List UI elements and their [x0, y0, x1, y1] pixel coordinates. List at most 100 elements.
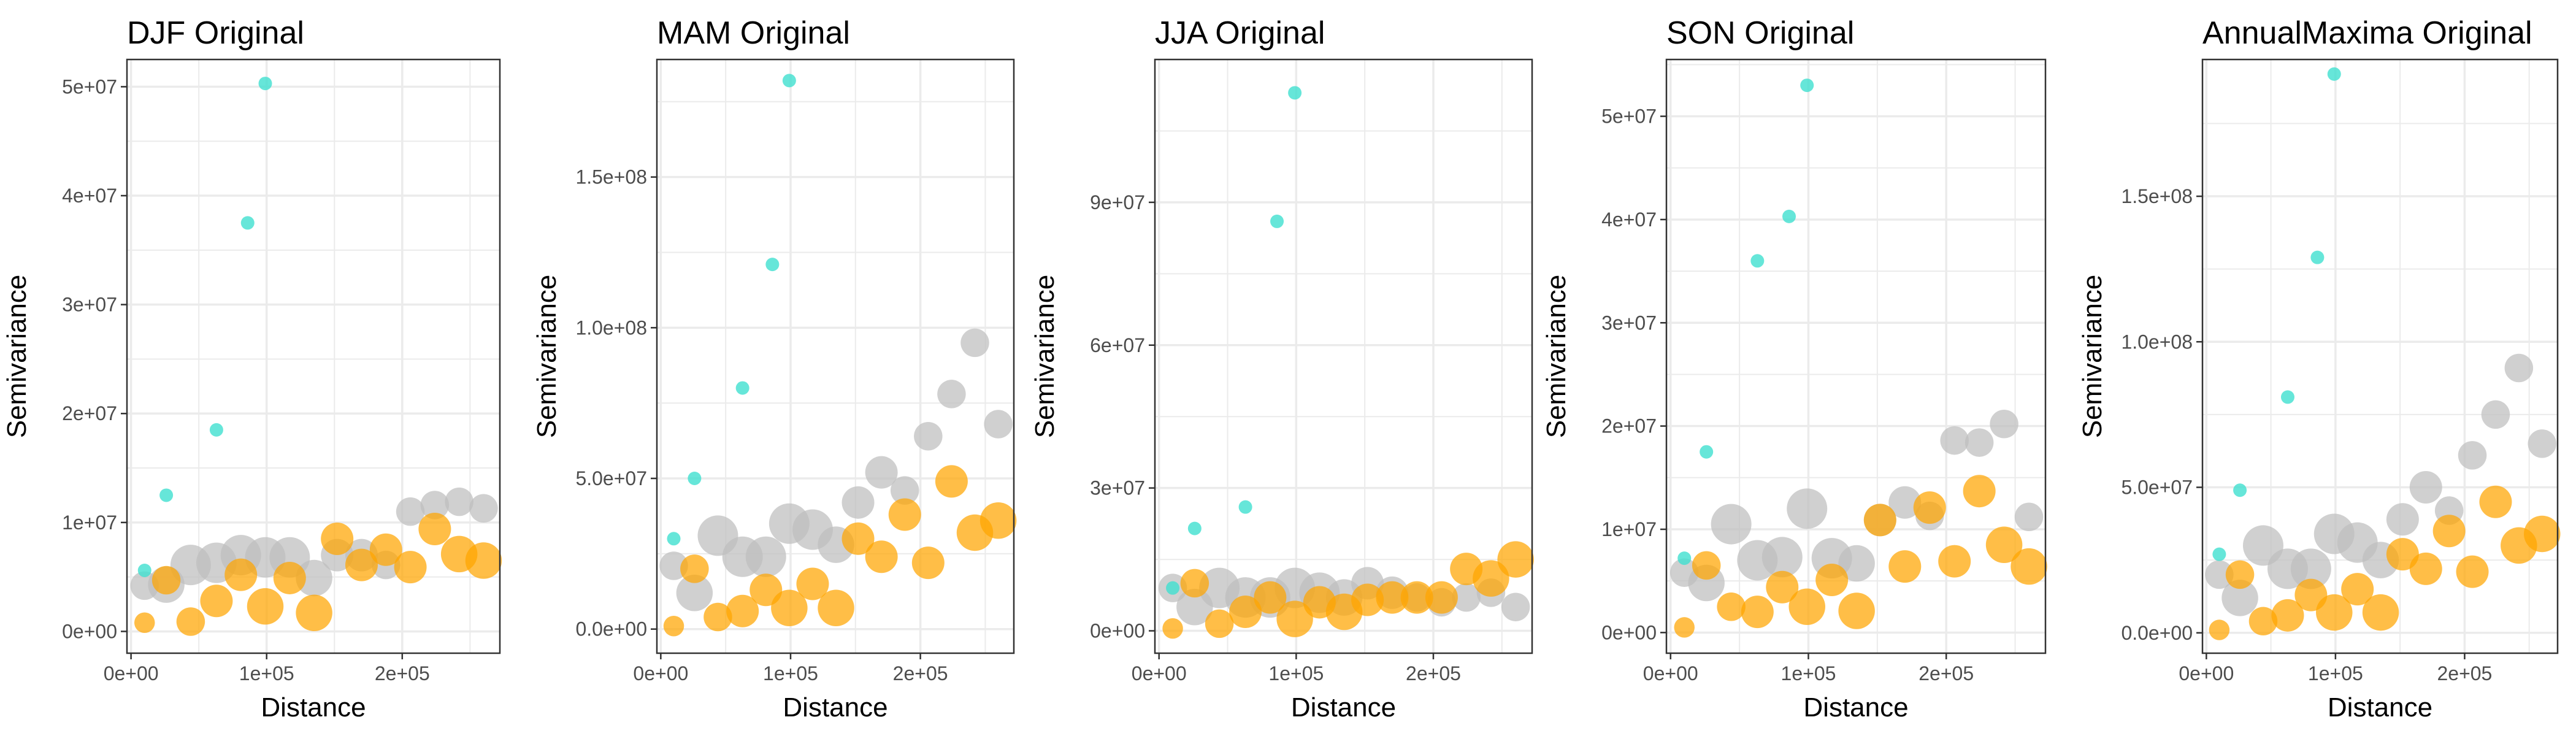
simulated-point	[2225, 560, 2255, 589]
simulated-point	[273, 561, 306, 594]
simulated-point	[1674, 617, 1695, 638]
y-tick-label: 9e+07	[1090, 191, 1145, 213]
near-point	[1800, 79, 1814, 93]
plot-border	[1665, 58, 2047, 654]
y-tick-label: 1e+07	[1601, 518, 1657, 540]
simulated-point	[1913, 491, 1946, 524]
simulated-point	[418, 513, 451, 546]
x-tick-label: 2e+05	[1406, 662, 1461, 684]
chart-panel-son: 0e+00 1e+05 2e+05 0e+00 1e+07 2e+07 3e+07 4e+07…	[1541, 15, 2047, 723]
x-tick-label: 0e+00	[1643, 662, 1698, 684]
x-tick-label: 0e+00	[104, 662, 159, 684]
simulated-point	[865, 540, 898, 573]
simulated-point	[979, 502, 1017, 539]
plot-border	[126, 58, 501, 654]
x-axis-title: Distance	[261, 692, 366, 723]
x-tick-label: 2e+05	[893, 662, 948, 684]
original-point	[2221, 580, 2258, 616]
simulated-point	[771, 589, 808, 627]
near-point	[1782, 209, 1796, 223]
plot-border	[2201, 58, 2559, 654]
simulated-point	[663, 616, 684, 637]
x-axis-title: Distance	[1291, 692, 1396, 723]
original-point	[2409, 471, 2442, 504]
near-point	[782, 74, 796, 88]
simulated-point	[224, 558, 258, 591]
x-tick-label: 1e+05	[763, 662, 818, 684]
original-point	[1711, 504, 1752, 545]
near-point	[1677, 551, 1692, 565]
simulated-point	[1180, 569, 1209, 598]
chart-panel-annualmaxima: 0e+00 1e+05 2e+05 0.0e+00 5.0e+07 1.0e+08 1.5e…	[2077, 15, 2561, 723]
y-tick-label: 1.0e+08	[575, 316, 647, 339]
near-point	[667, 532, 681, 546]
x-tick-label: 1e+05	[1781, 662, 1836, 684]
y-tick-label: 1.5e+08	[2121, 185, 2193, 207]
near-point	[1238, 500, 1252, 514]
y-tick-label: 0e+00	[1090, 620, 1145, 642]
simulated-point	[680, 554, 709, 583]
simulated-point	[151, 565, 181, 595]
simulated-point	[1863, 504, 1896, 537]
simulated-point	[2011, 548, 2047, 585]
simulated-point	[1376, 581, 1409, 614]
original-point	[1965, 428, 1994, 457]
simulated-point	[1400, 581, 1433, 614]
original-point	[890, 476, 919, 505]
simulated-point	[2209, 619, 2230, 640]
y-axis-title: Semivariance	[532, 275, 562, 439]
simulated-point	[1788, 588, 1825, 625]
original-point	[2458, 441, 2487, 470]
simulated-point	[1741, 596, 1774, 629]
simulated-point	[1815, 563, 1849, 596]
simulated-point	[796, 567, 829, 600]
simulated-point	[1425, 581, 1458, 614]
simulated-point	[2316, 594, 2353, 631]
y-tick-label: 5.0e+07	[575, 467, 647, 489]
simulated-point	[2456, 555, 2489, 588]
original-point	[2504, 353, 2534, 383]
x-axis-title: Distance	[1803, 692, 1908, 723]
x-axis-title: Distance	[783, 692, 887, 723]
simulated-point	[1888, 550, 1922, 583]
y-tick-label: 5e+07	[1601, 105, 1657, 128]
y-tick-label: 4e+07	[1601, 209, 1657, 231]
near-point	[1288, 86, 1302, 100]
near-point	[1270, 214, 1284, 228]
near-point	[765, 258, 780, 272]
y-tick-label: 3e+07	[1601, 312, 1657, 334]
original-point	[676, 574, 713, 611]
chart-title: MAM Original	[657, 15, 850, 51]
simulated-point	[369, 533, 402, 566]
original-point	[1452, 583, 1481, 612]
original-point	[2290, 548, 2331, 589]
near-point	[137, 564, 151, 578]
chart-title: JJA Original	[1155, 15, 1325, 51]
x-tick-label: 0e+00	[2179, 662, 2234, 684]
chart-title: AnnualMaxima Original	[2202, 15, 2532, 51]
simulated-point	[134, 612, 155, 634]
y-tick-label: 0e+00	[62, 620, 117, 642]
original-point	[469, 494, 498, 523]
chart-panel-jja: 0e+00 1e+05 2e+05 0e+00 3e+07 6e+07 9e+07 JJA O…	[1030, 15, 1534, 723]
near-point	[2233, 483, 2247, 497]
chart-panel-mam: 0e+00 1e+05 2e+05 0.0e+00 5.0e+07 1.0e+08 1.5e…	[532, 15, 1017, 723]
simulated-point	[841, 522, 875, 555]
y-axis-title: Semivariance	[2, 275, 32, 439]
simulated-point	[1229, 595, 1262, 628]
chart-title: DJF Original	[127, 15, 304, 51]
y-tick-label: 0.0e+00	[2121, 622, 2193, 644]
simulated-point	[2248, 607, 2278, 636]
y-tick-label: 3e+07	[1090, 477, 1145, 499]
y-tick-label: 1e+07	[62, 512, 117, 534]
near-point	[1700, 445, 1714, 459]
y-tick-label: 2e+07	[62, 402, 117, 424]
simulated-point	[1692, 551, 1721, 580]
y-tick-label: 6e+07	[1090, 334, 1145, 356]
simulated-point	[394, 551, 427, 584]
simulated-point	[2523, 515, 2561, 553]
original-point	[2386, 503, 2419, 536]
x-tick-label: 1e+05	[239, 662, 294, 684]
simulated-point	[911, 546, 945, 580]
